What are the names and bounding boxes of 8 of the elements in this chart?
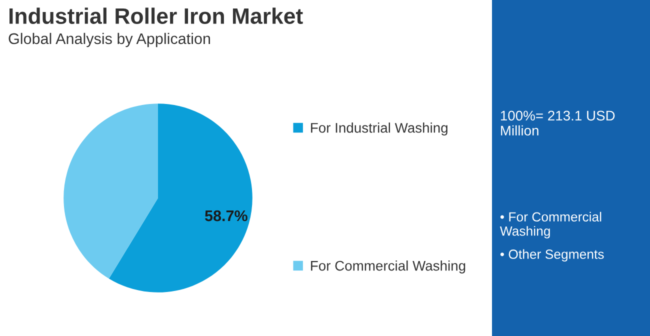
legend-label: For Industrial Washing	[311, 122, 448, 136]
legend-label: For Commercial Washing	[311, 260, 466, 274]
text: • For Commercial Washing	[500, 212, 602, 238]
data-label: 58.7%	[204, 210, 248, 222]
text: 100%= 213.1 USD Million	[500, 110, 615, 136]
chart-subtitle: Global Analysis by Application	[8, 32, 210, 48]
text: • Other Segments	[500, 249, 604, 262]
chart-title: Industrial Roller Iron Market	[9, 8, 303, 24]
